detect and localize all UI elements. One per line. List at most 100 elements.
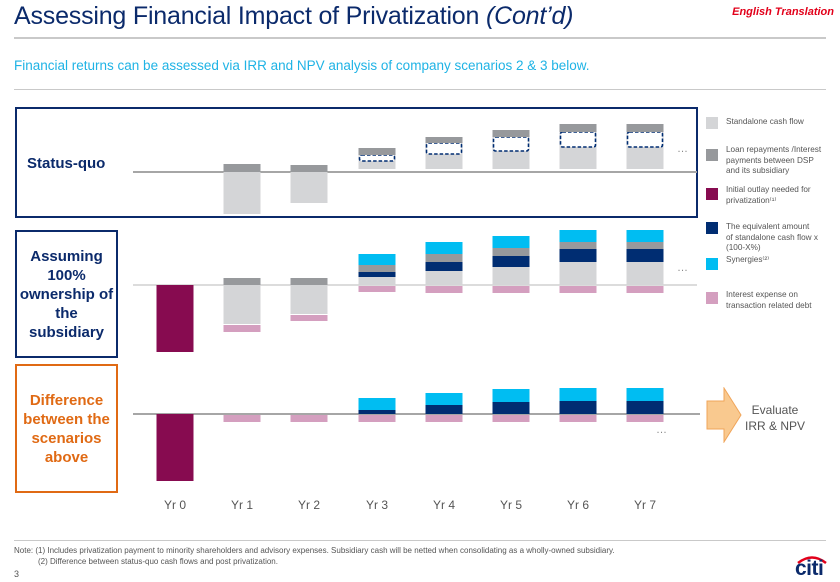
legend-swatch-equivalent <box>706 222 718 234</box>
difference-line: above <box>44 448 89 466</box>
legend-text: Standalone cash flow <box>726 117 804 126</box>
bar-synergies-Yr 5 <box>492 389 530 402</box>
bar-equivalent-dashed-Yr 4 <box>425 142 463 155</box>
bar-interest-Yr 6 <box>559 286 597 293</box>
footer-divider <box>14 540 826 541</box>
bar-equivalent-Yr 3 <box>358 272 396 277</box>
bar-standalone-Yr 3 <box>358 277 396 285</box>
bar-outlay-Yr 0 <box>156 285 194 352</box>
bar-standalone-Yr 1 <box>223 285 261 324</box>
evaluate-line: Evaluate <box>751 403 799 417</box>
page-number: 3 <box>14 569 20 579</box>
assuming-line: ownership of <box>19 285 114 303</box>
bar-interest-Yr 7 <box>626 415 664 422</box>
x-tick-label: Yr 4 <box>432 498 455 512</box>
legend-item-synergies: Synergies⁽²⁾ <box>706 255 769 270</box>
assuming-line: the <box>55 304 78 322</box>
bar-loan-Yr 7 <box>626 242 664 249</box>
bar-interest-Yr 4 <box>425 286 463 293</box>
bar-equivalent-Yr 4 <box>425 262 463 271</box>
legend-item-outlay: Initial outlay needed for privatization⁽¹… <box>706 185 811 206</box>
bar-loan-Yr 4 <box>425 137 463 143</box>
difference-label: Difference between the scenarios above <box>15 364 118 493</box>
bar-equivalent-Yr 5 <box>492 402 530 414</box>
bar-loan-Yr 3 <box>358 148 396 155</box>
bar-synergies-Yr 5 <box>492 236 530 248</box>
title-divider <box>14 37 826 39</box>
bar-standalone-Yr 7 <box>626 262 664 285</box>
x-tick-label: Yr 1 <box>230 498 253 512</box>
english-translation-badge: English Translation <box>732 6 834 18</box>
bar-interest-Yr 2 <box>290 315 328 321</box>
legend-item-interest: Interest expense on transaction related d… <box>706 290 812 311</box>
bar-interest-Yr 2 <box>290 415 328 422</box>
x-tick-label: Yr 5 <box>499 498 522 512</box>
legend-text: The equivalent amount of standalone cash … <box>726 222 818 252</box>
arrow-right-icon <box>706 387 742 443</box>
citi-logo: citi <box>792 552 832 580</box>
legend-swatch-outlay <box>706 188 718 200</box>
assuming-ellipsis: … <box>677 262 689 274</box>
bar-equivalent-Yr 7 <box>626 401 664 414</box>
legend-swatch-synergies <box>706 258 718 270</box>
legend-swatch-standalone <box>706 117 718 129</box>
status-quo-ellipsis: … <box>677 143 689 155</box>
legend-item-standalone: Standalone cash flow <box>706 117 804 129</box>
bar-standalone-Yr 1 <box>223 172 261 214</box>
evaluate-irr-npv: Evaluate IRR & NPV <box>735 402 815 434</box>
bar-outlay-Yr 0 <box>156 414 194 481</box>
bar-loan-Yr 3 <box>358 265 396 272</box>
bar-equivalent-Yr 5 <box>492 256 530 267</box>
legend-item-loan: Loan repayments /Interest payments betwee… <box>706 145 821 177</box>
legend-item-equivalent: The equivalent amount of standalone cash … <box>706 222 818 254</box>
bar-standalone-Yr 6 <box>559 262 597 285</box>
evaluate-line: IRR & NPV <box>744 419 805 433</box>
footnote-1: Note: (1) Includes privatization payment… <box>14 546 615 555</box>
difference-line: between the <box>23 410 110 428</box>
footnote-2: (2) Difference between status-quo cash f… <box>38 557 278 566</box>
bar-synergies-Yr 6 <box>559 230 597 242</box>
bar-equivalent-Yr 7 <box>626 249 664 262</box>
bar-loan-Yr 6 <box>559 124 597 132</box>
bar-interest-Yr 5 <box>492 415 530 422</box>
bar-equivalent-dashed-Yr 7 <box>626 131 664 148</box>
bar-synergies-Yr 7 <box>626 388 664 401</box>
legend-text: Interest expense on transaction related d… <box>726 290 812 310</box>
bar-equivalent-dashed-Yr 3 <box>358 154 396 162</box>
bar-interest-Yr 5 <box>492 286 530 293</box>
bar-standalone-Yr 2 <box>290 172 328 203</box>
x-tick-label: Yr 6 <box>566 498 589 512</box>
status-quo-label: Status-quo <box>27 154 106 172</box>
bar-equivalent-Yr 4 <box>425 405 463 414</box>
bar-equivalent-dashed-Yr 5 <box>492 136 530 152</box>
difference-line: scenarios <box>31 429 102 447</box>
page-title: Assessing Financial Impact of Privatizat… <box>14 2 573 31</box>
difference-line: Difference <box>29 391 104 409</box>
bar-interest-Yr 4 <box>425 415 463 422</box>
bar-loan-Yr 6 <box>559 242 597 249</box>
bar-synergies-Yr 3 <box>358 398 396 410</box>
bar-loan-Yr 4 <box>425 254 463 262</box>
bar-synergies-Yr 4 <box>425 242 463 254</box>
bar-standalone-Yr 2 <box>290 285 328 314</box>
bar-loan-Yr 2 <box>290 165 328 172</box>
bar-synergies-Yr 6 <box>559 388 597 401</box>
bar-interest-Yr 1 <box>223 415 261 422</box>
subtitle-divider <box>14 89 826 90</box>
legend-swatch-loan <box>706 149 718 161</box>
bar-standalone-Yr 4 <box>425 271 463 285</box>
footnotes: Note: (1) Includes privatization payment… <box>14 545 615 567</box>
assuming-ownership-label: Assuming 100% ownership of the subsidiar… <box>15 230 118 358</box>
bar-standalone-Yr 5 <box>492 267 530 285</box>
legend-text: Initial outlay needed for privatization⁽¹… <box>726 185 811 205</box>
legend-text: Synergies⁽²⁾ <box>726 255 770 264</box>
x-tick-label: Yr 3 <box>365 498 388 512</box>
bar-equivalent-Yr 6 <box>559 401 597 414</box>
bar-interest-Yr 7 <box>626 286 664 293</box>
difference-ellipsis: … <box>656 424 668 436</box>
legend-swatch-interest <box>706 292 718 304</box>
bar-loan-Yr 2 <box>290 278 328 285</box>
bar-synergies-Yr 4 <box>425 393 463 405</box>
title-main: Assessing Financial Impact of Privatizat… <box>14 2 486 30</box>
